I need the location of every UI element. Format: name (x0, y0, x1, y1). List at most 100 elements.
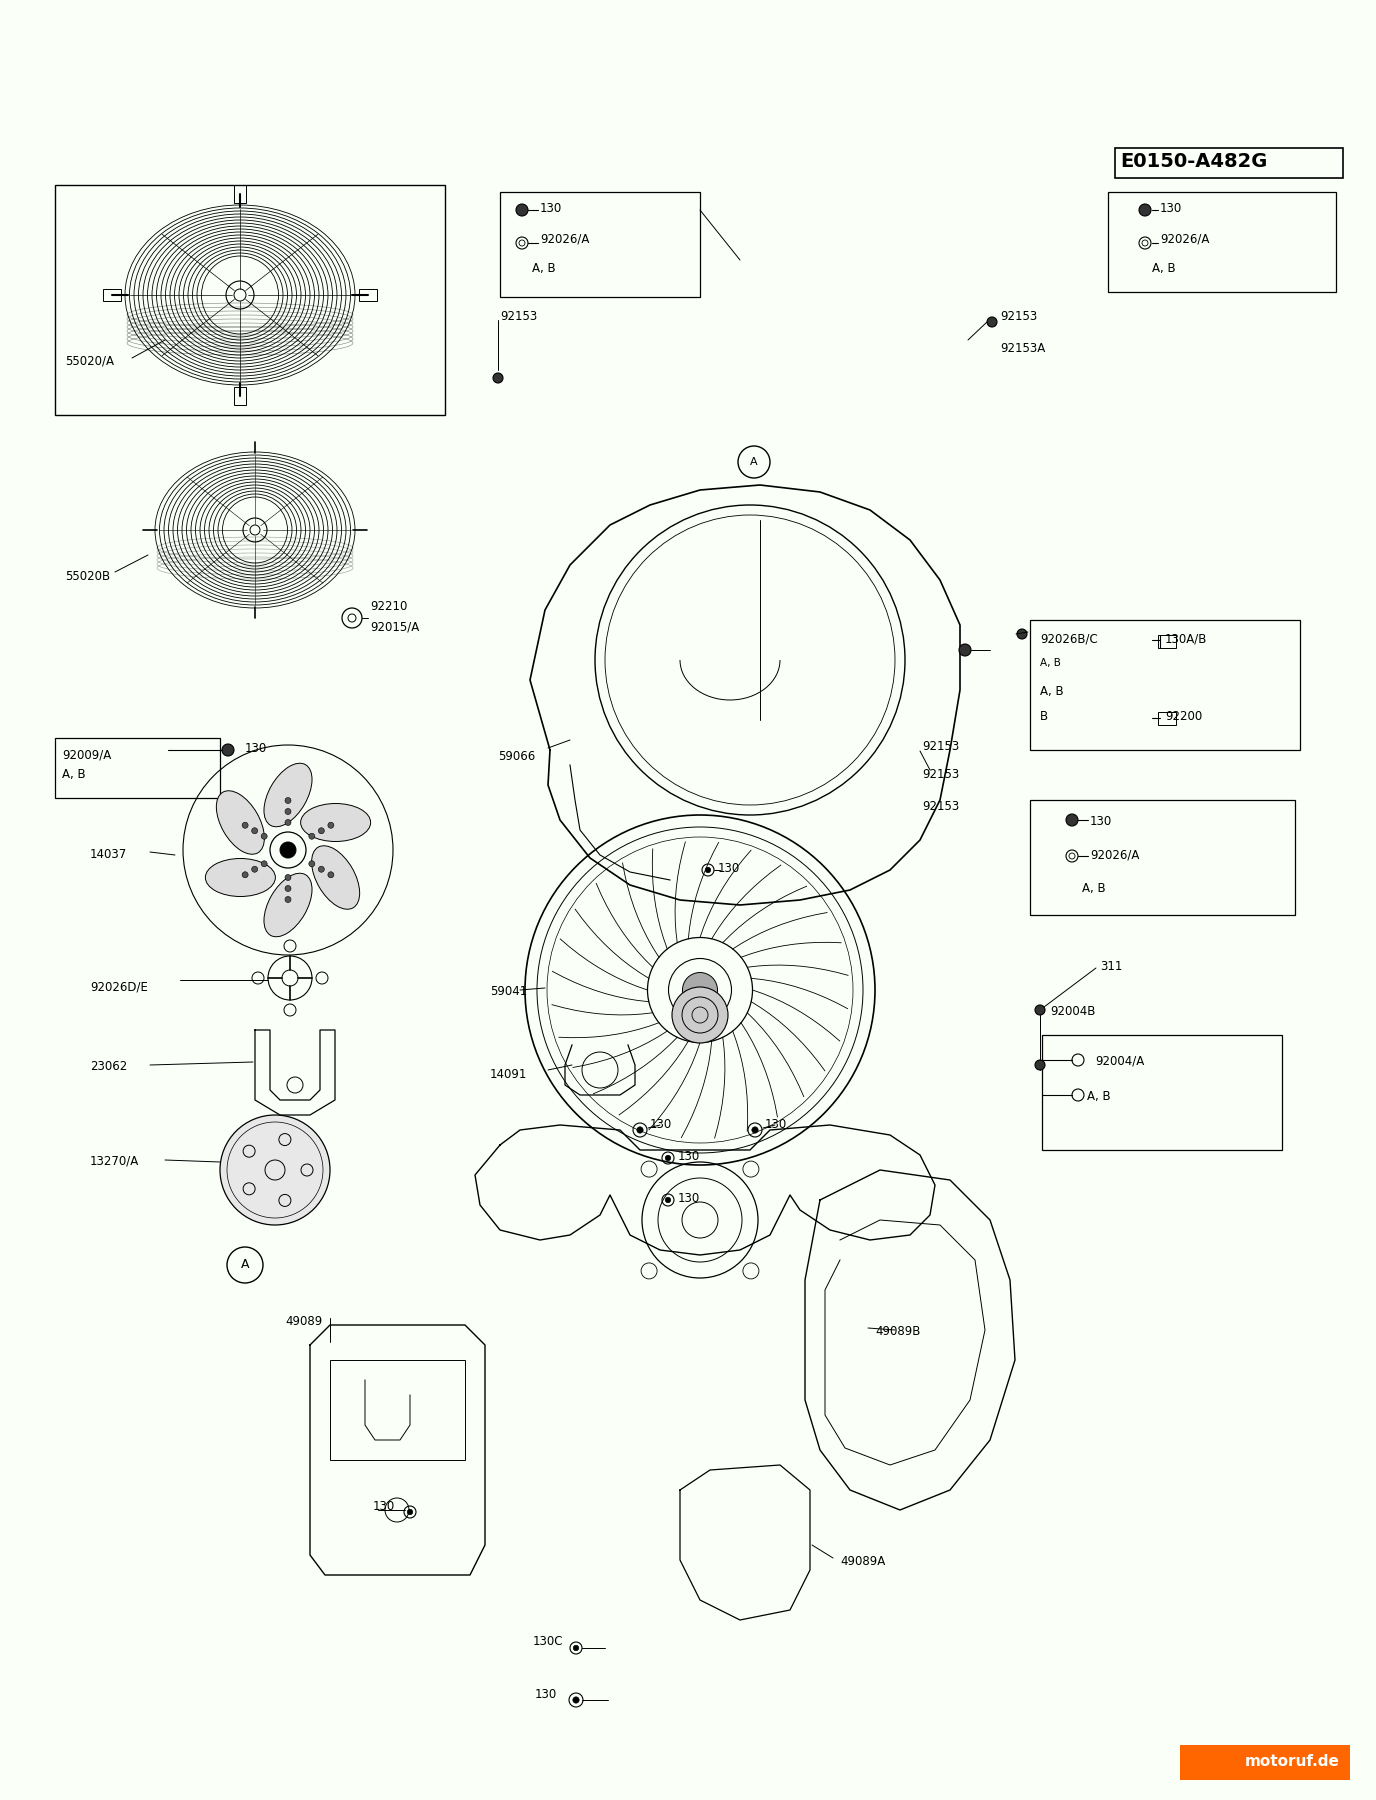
Circle shape (285, 896, 290, 902)
Ellipse shape (300, 803, 370, 842)
Text: A, B: A, B (1152, 263, 1175, 275)
Text: 92153: 92153 (922, 769, 959, 781)
Text: 59066: 59066 (498, 751, 535, 763)
Circle shape (285, 819, 290, 826)
Circle shape (285, 886, 290, 891)
Text: 311: 311 (1099, 959, 1123, 974)
Text: 92153: 92153 (499, 310, 537, 322)
Text: 23062: 23062 (89, 1060, 127, 1073)
Ellipse shape (311, 846, 359, 909)
Bar (234, 387, 246, 405)
Ellipse shape (264, 763, 312, 826)
Text: 92026B/C: 92026B/C (1040, 632, 1098, 644)
Text: 92153: 92153 (922, 740, 959, 752)
Text: B: B (1040, 709, 1049, 724)
Circle shape (252, 866, 257, 873)
Circle shape (261, 833, 267, 839)
Circle shape (666, 1197, 670, 1202)
Bar (1031, 619, 1300, 751)
Text: 92026/A: 92026/A (1090, 848, 1139, 860)
Text: 92210: 92210 (370, 599, 407, 614)
Circle shape (1017, 628, 1026, 639)
Bar (1159, 635, 1176, 648)
Bar (1159, 713, 1176, 725)
Circle shape (285, 808, 290, 814)
Circle shape (261, 860, 267, 868)
Bar (55, 185, 444, 416)
Text: 130: 130 (678, 1150, 700, 1163)
Circle shape (308, 833, 315, 839)
Text: 92026D/E: 92026D/E (89, 979, 147, 994)
Text: 92153: 92153 (922, 799, 959, 814)
Text: A, B: A, B (1082, 882, 1106, 895)
Bar (1031, 799, 1295, 914)
Circle shape (987, 317, 998, 328)
Text: 59041: 59041 (490, 985, 527, 997)
Text: 130: 130 (245, 742, 267, 754)
Bar (1042, 1035, 1282, 1150)
Circle shape (706, 868, 710, 873)
Bar (55, 738, 220, 797)
Text: A, B: A, B (533, 263, 556, 275)
Circle shape (285, 875, 290, 880)
Text: 49089B: 49089B (875, 1325, 921, 1337)
Circle shape (516, 203, 528, 216)
Circle shape (1139, 203, 1150, 216)
Text: 92004B: 92004B (1050, 1004, 1095, 1019)
Circle shape (318, 866, 325, 873)
Text: A, B: A, B (1087, 1091, 1110, 1103)
Circle shape (574, 1645, 579, 1651)
Circle shape (242, 871, 248, 878)
Text: 130: 130 (718, 862, 740, 875)
Circle shape (682, 972, 717, 1008)
Circle shape (220, 1114, 330, 1226)
Circle shape (327, 823, 334, 828)
Text: 130A/B: 130A/B (1165, 632, 1207, 644)
Circle shape (318, 828, 325, 833)
Text: 55020/A: 55020/A (65, 355, 114, 367)
Text: A: A (750, 457, 758, 466)
Ellipse shape (264, 873, 312, 936)
Bar (103, 290, 121, 301)
Ellipse shape (205, 859, 275, 896)
Ellipse shape (216, 790, 264, 855)
Circle shape (279, 842, 296, 859)
Text: 130: 130 (649, 1118, 673, 1130)
Circle shape (493, 373, 504, 383)
Circle shape (407, 1508, 413, 1516)
Circle shape (637, 1127, 643, 1134)
Circle shape (242, 823, 248, 828)
Text: A: A (241, 1258, 249, 1271)
Circle shape (1035, 1060, 1044, 1069)
Text: 92015/A: 92015/A (370, 619, 420, 634)
Circle shape (1066, 814, 1077, 826)
Text: 130: 130 (765, 1118, 787, 1130)
Text: 130: 130 (539, 202, 563, 214)
Text: motoruf.de: motoruf.de (1245, 1755, 1340, 1769)
Circle shape (327, 871, 334, 878)
Text: A, B: A, B (1040, 659, 1061, 668)
Text: 14037: 14037 (89, 848, 127, 860)
Text: 130C: 130C (533, 1634, 564, 1649)
Circle shape (252, 828, 257, 833)
Text: 130: 130 (373, 1499, 395, 1514)
Circle shape (666, 1156, 670, 1161)
Bar (1115, 148, 1343, 178)
Circle shape (671, 986, 728, 1042)
Text: 14091: 14091 (490, 1067, 527, 1082)
Bar (234, 185, 246, 203)
Text: A, B: A, B (1040, 686, 1064, 698)
Circle shape (959, 644, 971, 655)
Text: 92153: 92153 (1000, 310, 1038, 322)
Text: 130: 130 (1160, 202, 1182, 214)
Bar (1108, 193, 1336, 292)
Bar (359, 290, 377, 301)
Circle shape (751, 1127, 758, 1134)
Text: 92153A: 92153A (1000, 342, 1046, 355)
Circle shape (572, 1697, 579, 1703)
Text: 92009/A: 92009/A (62, 749, 111, 761)
Text: E0150-A482G: E0150-A482G (1120, 151, 1267, 171)
Text: A, B: A, B (62, 769, 85, 781)
Text: 130: 130 (678, 1192, 700, 1204)
Text: 13270/A: 13270/A (89, 1156, 139, 1168)
